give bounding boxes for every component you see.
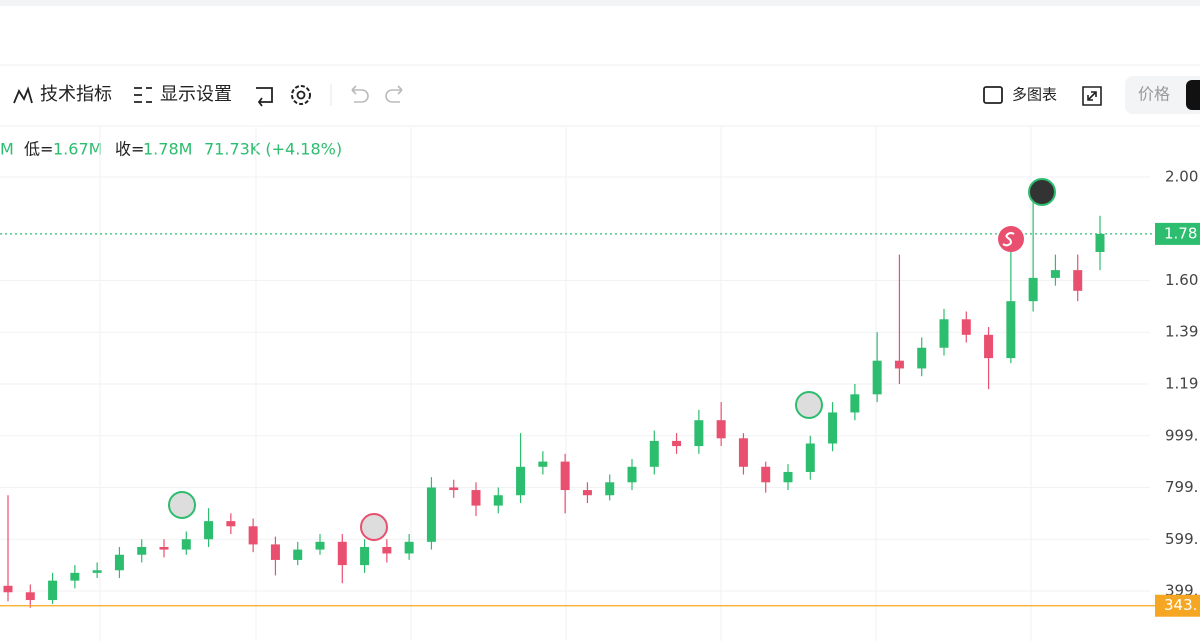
toggle — [1125, 76, 1200, 114]
candle-body — [48, 580, 58, 601]
candle-body — [761, 466, 771, 483]
candle-body — [783, 471, 793, 483]
settings-button[interactable] — [291, 85, 311, 105]
candle-body — [493, 495, 503, 506]
candle-body — [114, 554, 124, 571]
candle-body — [1073, 270, 1083, 291]
replay-button[interactable] — [256, 87, 273, 107]
indicators-button[interactable]: 技术指标 — [13, 84, 112, 105]
candle-body — [649, 440, 659, 467]
sell-marker[interactable] — [998, 226, 1024, 252]
candle-body — [137, 546, 147, 555]
icon — [134, 87, 152, 103]
candle-body — [293, 549, 303, 560]
trade-markers — [168, 178, 1056, 541]
multi-chart-button[interactable]: 多图表 — [983, 86, 1057, 104]
candle-body — [605, 482, 615, 496]
candle-body — [382, 546, 392, 554]
candle-body — [694, 420, 704, 447]
candle-body — [1028, 277, 1038, 302]
candle-body — [917, 347, 927, 369]
candle-body — [426, 487, 436, 542]
candle-body — [360, 546, 370, 566]
info-label: 低= — [24, 140, 53, 159]
price-tag-label: 1.78 — [1164, 224, 1197, 242]
avatar-marker[interactable] — [168, 491, 196, 519]
y-tick-label: 799. — [1165, 478, 1198, 496]
top-strip — [0, 0, 1200, 6]
candle-body — [449, 487, 459, 491]
candle-body — [404, 541, 414, 554]
y-tick-label: 1.19 — [1165, 375, 1198, 393]
candle-body — [516, 466, 526, 496]
candle-body — [270, 544, 280, 560]
sell-icon — [1002, 232, 1015, 247]
candle-body — [471, 490, 481, 506]
plot — [0, 176, 1155, 608]
candle-body — [3, 585, 13, 593]
redo-button[interactable] — [385, 85, 403, 103]
candle-body — [226, 521, 236, 527]
candle-body — [872, 360, 882, 395]
icon — [13, 86, 33, 104]
candle-body — [828, 412, 838, 444]
candle-body — [25, 592, 35, 601]
price-tag-label: 343. — [1164, 596, 1197, 614]
candle-body — [1050, 270, 1060, 278]
icon — [296, 90, 306, 100]
candle-body — [939, 319, 949, 348]
icon — [983, 86, 1003, 104]
price-toggle[interactable]: 价格 — [1138, 85, 1170, 104]
y-tick-label: 999. — [1165, 426, 1198, 444]
label: 显示设置 — [160, 84, 232, 105]
candle-body — [204, 521, 214, 540]
candle-body — [961, 319, 971, 335]
info-label: 收= — [115, 140, 144, 159]
toggle-active[interactable] — [1186, 80, 1200, 110]
y-tick-label: 1.60 — [1165, 271, 1198, 289]
display-button[interactable]: 显示设置 — [134, 84, 232, 105]
undo-button[interactable] — [351, 85, 369, 103]
candle-body — [582, 490, 592, 496]
candle-body — [738, 438, 748, 467]
y-tick-label: 2.00 — [1165, 167, 1198, 185]
avatar-marker[interactable] — [795, 391, 823, 419]
candle-body — [181, 539, 191, 550]
candle-body — [560, 461, 570, 491]
fullscreen-button[interactable] — [1082, 86, 1102, 106]
candle-body — [159, 546, 169, 550]
price-tag — [1155, 594, 1200, 617]
candle-body — [1006, 301, 1016, 359]
candle-body — [850, 394, 860, 413]
avatar-marker[interactable] — [1028, 178, 1056, 206]
info-value: 1.78M — [143, 140, 192, 159]
price-tag — [1155, 222, 1200, 245]
candle-body — [984, 334, 994, 359]
candle-body — [805, 443, 815, 472]
candle-body — [894, 360, 904, 369]
candle-body — [1095, 233, 1105, 253]
candle-body — [716, 420, 726, 439]
info-value: 1.67M — [53, 140, 102, 159]
y-tick-label: 599. — [1165, 530, 1198, 548]
candle-body — [248, 526, 258, 545]
y-tick-label: 1.39 — [1165, 323, 1198, 341]
avatar-marker[interactable] — [360, 513, 388, 541]
candle-body — [70, 572, 80, 581]
icon — [256, 87, 273, 107]
candle-body — [627, 466, 637, 483]
label: 技术指标 — [40, 84, 112, 105]
candle-body — [538, 461, 548, 467]
info-prefix: M — [0, 140, 14, 159]
candle-body — [337, 541, 347, 566]
candle-body — [672, 440, 682, 447]
candle-body — [315, 541, 325, 550]
candle-body — [92, 570, 102, 573]
info-change: 71.73K (+4.18%) — [204, 140, 342, 159]
label: 多图表 — [1012, 86, 1057, 104]
icon — [291, 85, 311, 105]
